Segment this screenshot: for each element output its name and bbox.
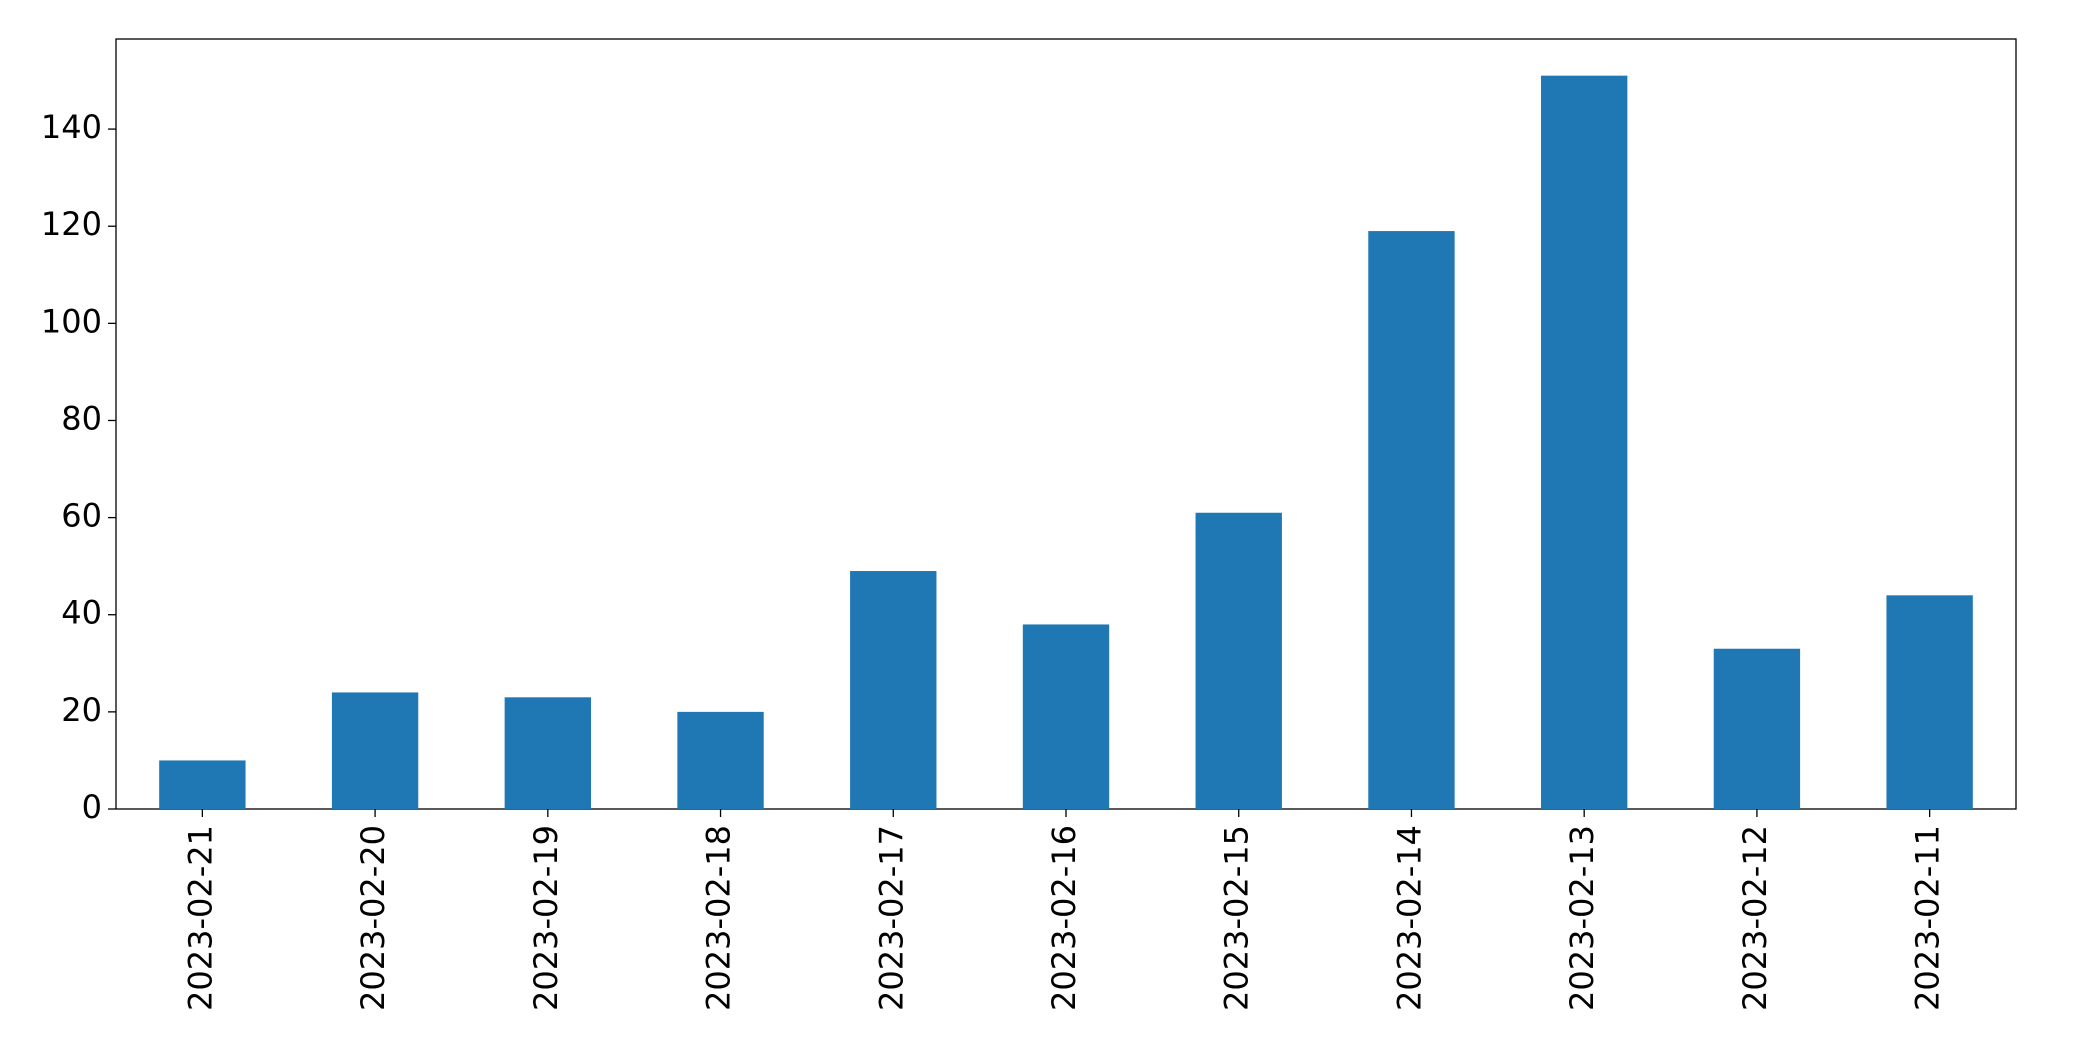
bar <box>1713 648 1801 809</box>
bar <box>1195 512 1282 809</box>
bar <box>1541 75 1628 809</box>
y-tick-label: 100 <box>41 302 102 340</box>
y-tick-label: 120 <box>41 205 102 243</box>
y-tick-label: 40 <box>61 594 102 632</box>
y-tick-label: 0 <box>82 788 102 826</box>
bar <box>159 760 246 809</box>
bar <box>331 692 419 809</box>
x-tick-label: 2023-02-11 <box>1909 825 1947 1011</box>
x-tick-label: 2023-02-17 <box>872 825 910 1011</box>
bar <box>1368 231 1455 809</box>
y-tick-label: 20 <box>61 691 102 729</box>
bar <box>677 711 764 809</box>
x-tick-label: 2023-02-20 <box>354 825 392 1011</box>
bar <box>1022 624 1110 809</box>
x-tick-label: 2023-02-16 <box>1045 825 1083 1011</box>
x-tick-label: 2023-02-15 <box>1218 825 1256 1011</box>
x-tick-label: 2023-02-19 <box>527 825 565 1011</box>
y-tick-label: 140 <box>41 108 102 146</box>
x-tick-label: 2023-02-12 <box>1736 825 1774 1011</box>
bar <box>504 697 591 809</box>
y-tick-label: 60 <box>61 497 102 535</box>
bar <box>850 571 937 809</box>
x-tick-label: 2023-02-18 <box>700 825 738 1011</box>
y-tick-label: 80 <box>61 399 102 437</box>
x-tick-label: 2023-02-21 <box>181 825 219 1011</box>
x-tick-label: 2023-02-14 <box>1390 825 1428 1011</box>
x-tick-label: 2023-02-13 <box>1563 825 1601 1011</box>
bar <box>1886 595 1973 809</box>
